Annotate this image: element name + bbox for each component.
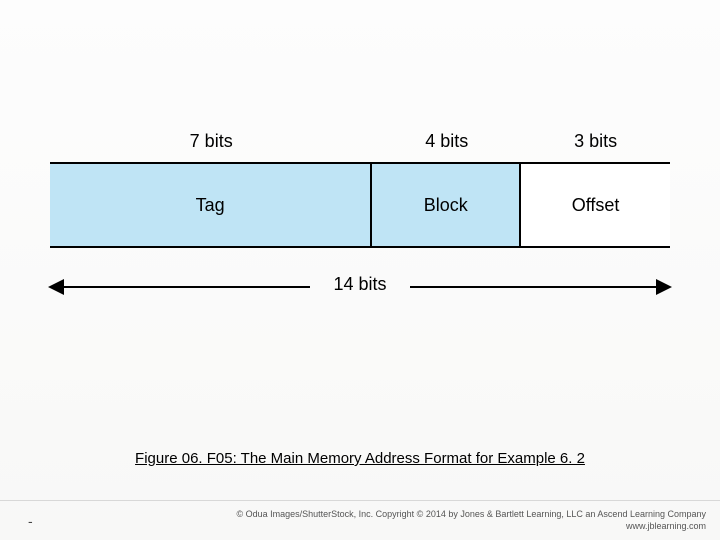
field-body-row: Tag Block Offset — [50, 164, 670, 248]
total-bits-label: 14 bits — [325, 274, 394, 295]
field-block: Block — [372, 164, 521, 246]
slide-footer: - © Odua Images/ShutterStock, Inc. Copyr… — [0, 500, 720, 540]
figure-caption-text: Figure 06. F05: The Main Memory Address … — [135, 450, 585, 467]
bits-label-block: 4 bits — [372, 125, 521, 162]
dimension-line-left — [50, 286, 310, 288]
bits-label-offset: 3 bits — [521, 125, 670, 162]
bits-header-row: 7 bits 4 bits 3 bits — [50, 125, 670, 164]
arrow-right-icon — [656, 279, 672, 295]
url-line: www.jblearning.com — [236, 521, 706, 532]
figure-caption: Figure 06. F05: The Main Memory Address … — [0, 450, 720, 467]
bits-label-tag: 7 bits — [50, 125, 372, 162]
field-offset: Offset — [521, 164, 670, 246]
copyright-line: © Odua Images/ShutterStock, Inc. Copyrig… — [236, 509, 706, 520]
dimension-line-right — [410, 286, 670, 288]
address-format-diagram: 7 bits 4 bits 3 bits Tag Block Offset 14… — [50, 125, 670, 302]
total-bits-dimension: 14 bits — [50, 278, 670, 302]
field-tag: Tag — [50, 164, 372, 246]
footer-left: - — [28, 513, 33, 529]
footer-right: © Odua Images/ShutterStock, Inc. Copyrig… — [236, 509, 706, 532]
